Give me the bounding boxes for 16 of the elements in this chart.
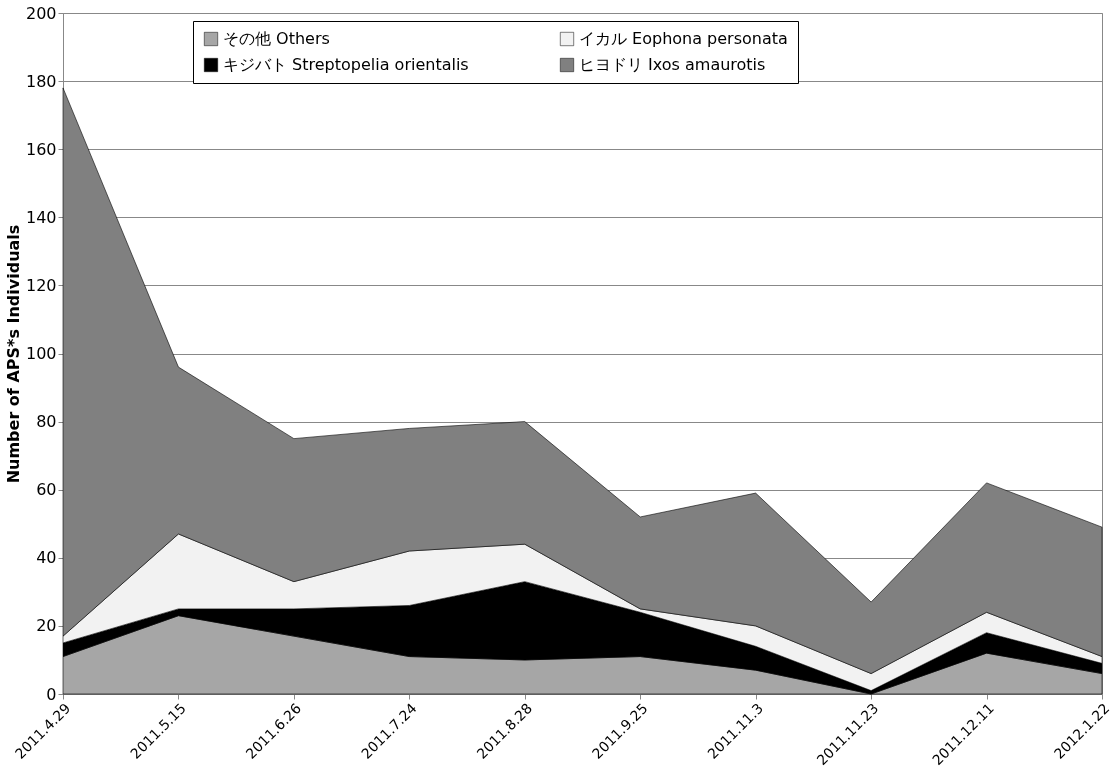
y-tick-label: 120 bbox=[25, 275, 57, 295]
legend-label: キジバト Streptopelia orientalis bbox=[223, 55, 469, 74]
y-tick-label: 100 bbox=[25, 344, 57, 363]
legend-label: ヒヨドリ Ixos amaurotis bbox=[579, 55, 766, 74]
y-tick-label: 200 bbox=[25, 3, 57, 23]
y-tick-label: 40 bbox=[36, 548, 57, 568]
y-tick-label: 60 bbox=[36, 480, 57, 500]
y-tick-label: 160 bbox=[25, 139, 57, 159]
y-tick-label: 140 bbox=[25, 207, 57, 227]
y-axis-title: Number of APS*s Individuals bbox=[3, 224, 23, 484]
legend-label: イカル Eophona personata bbox=[579, 29, 788, 48]
y-tick-label: 20 bbox=[36, 616, 57, 636]
legend-label: その他 Others bbox=[223, 29, 330, 48]
y-tick-label: 180 bbox=[25, 71, 57, 91]
y-tick-label: 80 bbox=[36, 412, 57, 432]
y-tick-label: 0 bbox=[46, 684, 57, 704]
